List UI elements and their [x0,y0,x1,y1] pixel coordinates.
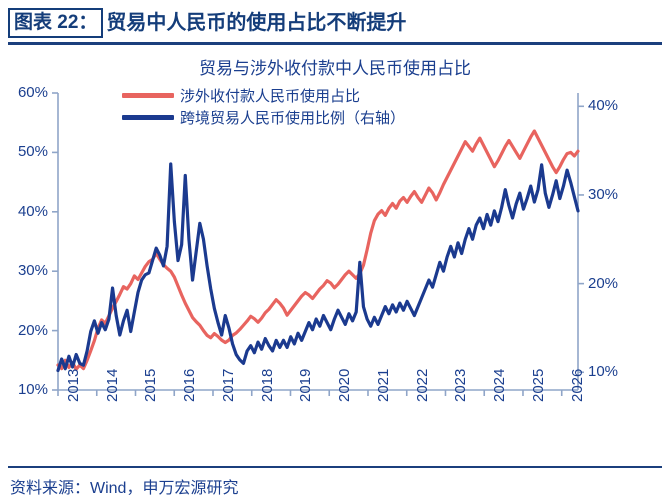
axis-tick-label: 2022 [413,368,431,402]
figure-header: 图表 22： 贸易中人民币的使用占比不断提升 [8,6,662,40]
footer-divider [8,466,662,468]
axis-tick-label: 30% [588,185,619,203]
axis-tick-label: 2014 [103,368,121,402]
axis-tick-label: 2018 [258,368,276,402]
axis-tick-label: 20% [17,321,48,339]
axis-tick-label: 60% [17,84,48,101]
legend-swatch-red [122,92,174,98]
chart-container: 贸易与涉外收付款中人民币使用占比 涉外收付款人民币使用占比 跨境贸易人民币使用比… [0,48,670,458]
axis-tick-label: 50% [17,143,48,161]
axis-tick-label: 40% [17,202,48,220]
axis-tick-label: 20% [588,274,619,292]
chart-legend: 涉外收付款人民币使用占比 跨境贸易人民币使用比例（右轴） [122,84,405,128]
chart-title: 贸易与涉外收付款中人民币使用占比 [199,59,471,78]
axis-tick-label: 2026 [568,368,586,402]
axis-tick-label: 2015 [142,368,160,402]
source-note: 资料来源：Wind，申万宏源研究 [10,480,239,497]
legend-swatch-blue [122,114,174,120]
axis-tick-label: 2020 [336,368,354,402]
axis-tick-label: 2023 [452,368,470,402]
axis-tick-label: 10% [588,363,619,381]
axis-tick-label: 2024 [491,368,509,402]
axis-tick-label: 2019 [297,368,315,402]
axis-tick-label: 2017 [219,368,237,402]
axis-tick-label: 2016 [181,368,199,402]
chart-plot-svg [52,92,584,396]
axis-tick-label: 2013 [65,368,82,402]
legend-label-blue: 跨境贸易人民币使用比例（右轴） [180,109,406,127]
axis-tick-label: 10% [17,381,48,398]
axis-tick-label: 2021 [374,368,392,402]
axis-tick-label: 30% [17,262,48,280]
page-title: 贸易中人民币的使用占比不断提升 [106,12,407,34]
axis-tick-label: 40% [588,97,619,115]
figure-number-tag: 图表 22： [8,8,104,38]
legend-item-red: 涉外收付款人民币使用占比 [122,84,405,106]
legend-item-blue: 跨境贸易人民币使用比例（右轴） [122,106,405,128]
legend-label-red: 涉外收付款人民币使用占比 [180,87,361,105]
header-divider [8,42,662,45]
axis-tick-label: 2025 [529,368,547,402]
